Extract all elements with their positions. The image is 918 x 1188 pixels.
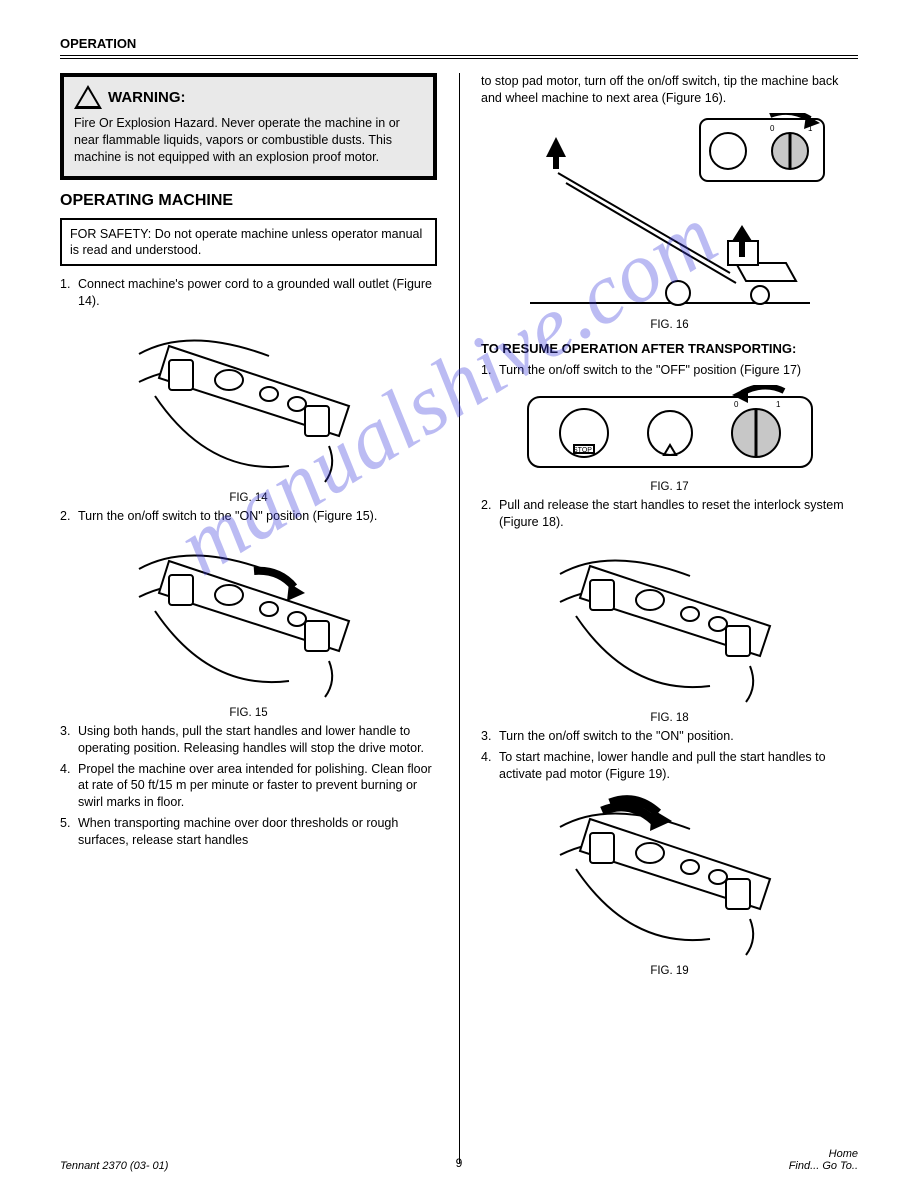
figure-15-label: FIG. 15	[60, 707, 437, 719]
step-5-cont-text: to stop pad motor, turn off the on/off s…	[481, 73, 858, 107]
figure-14-label: FIG. 14	[60, 492, 437, 504]
step-2: 2. Turn the on/off switch to the "ON" po…	[60, 508, 437, 525]
figure-16: 0 1	[481, 113, 858, 313]
page-header-title: OPERATION	[60, 36, 858, 56]
warning-title: WARNING:	[108, 89, 186, 106]
svg-text:STOP: STOP	[573, 447, 592, 454]
substep-4-num: 4.	[481, 749, 499, 783]
substep-2-num: 2.	[481, 497, 499, 531]
substep-3-text: Turn the on/off switch to the "ON" posit…	[499, 728, 734, 745]
svg-text:0: 0	[734, 400, 739, 409]
substep-2: 2. Pull and release the start handles to…	[481, 497, 858, 531]
figure-19-label: FIG. 19	[481, 965, 858, 977]
warning-box: WARNING: Fire Or Explosion Hazard. Never…	[60, 73, 437, 180]
content-columns: WARNING: Fire Or Explosion Hazard. Never…	[60, 73, 858, 987]
left-column: WARNING: Fire Or Explosion Hazard. Never…	[60, 73, 459, 987]
substep-1: 1. Turn the on/off switch to the "OFF" p…	[481, 362, 858, 379]
figure-15	[60, 531, 437, 701]
section-heading: OPERATING MACHINE	[60, 192, 437, 210]
warning-body-text: Fire Or Explosion Hazard. Never operate …	[74, 115, 423, 166]
step-3: 3. Using both hands, pull the start hand…	[60, 723, 437, 757]
step-4: 4. Propel the machine over area intended…	[60, 761, 437, 812]
svg-text:1: 1	[776, 400, 781, 409]
figure-14-svg	[119, 316, 379, 486]
step-5: 5. When transporting machine over door t…	[60, 815, 437, 849]
warning-triangle-icon	[74, 85, 102, 109]
page-number: 9	[0, 1156, 918, 1170]
figure-17: STOP 0 1	[481, 385, 858, 475]
substep-3: 3. Turn the on/off switch to the "ON" po…	[481, 728, 858, 745]
substep-2-text: Pull and release the start handles to re…	[499, 497, 858, 531]
figure-18-svg	[540, 536, 800, 706]
figure-18-label: FIG. 18	[481, 712, 858, 724]
step-2-text: Turn the on/off switch to the "ON" posit…	[78, 508, 377, 525]
figure-19-svg	[540, 789, 800, 959]
right-column: to stop pad motor, turn off the on/off s…	[459, 73, 858, 987]
step-1: 1. Connect machine's power cord to a gro…	[60, 276, 437, 310]
figure-18	[481, 536, 858, 706]
step-4-text: Propel the machine over area intended fo…	[78, 761, 437, 812]
step-5-text: When transporting machine over door thre…	[78, 815, 437, 849]
substep-4: 4. To start machine, lower handle and pu…	[481, 749, 858, 783]
figure-16-label: FIG. 16	[481, 319, 858, 331]
step-2-num: 2.	[60, 508, 78, 525]
step-1-text: Connect machine's power cord to a ground…	[78, 276, 437, 310]
resume-heading: TO RESUME OPERATION AFTER TRANSPORTING:	[481, 341, 858, 356]
figure-17-svg: STOP 0 1	[520, 385, 820, 475]
caution-box: FOR SAFETY: Do not operate machine unles…	[60, 218, 437, 267]
header-rule	[60, 58, 858, 59]
step-4-num: 4.	[60, 761, 78, 812]
substep-1-num: 1.	[481, 362, 499, 379]
step-5-continued: to stop pad motor, turn off the on/off s…	[481, 73, 858, 107]
substep-4-text: To start machine, lower handle and pull …	[499, 749, 858, 783]
figure-19	[481, 789, 858, 959]
figure-14	[60, 316, 437, 486]
svg-text:0: 0	[770, 124, 775, 133]
figure-17-label: FIG. 17	[481, 481, 858, 493]
step-3-num: 3.	[60, 723, 78, 757]
step-3-text: Using both hands, pull the start handles…	[78, 723, 437, 757]
substep-1-text: Turn the on/off switch to the "OFF" posi…	[499, 362, 801, 379]
step-1-num: 1.	[60, 276, 78, 310]
figure-16-svg: 0 1	[510, 113, 830, 313]
figure-15-svg	[119, 531, 379, 701]
step-5-num: 5.	[60, 815, 78, 849]
substep-3-num: 3.	[481, 728, 499, 745]
